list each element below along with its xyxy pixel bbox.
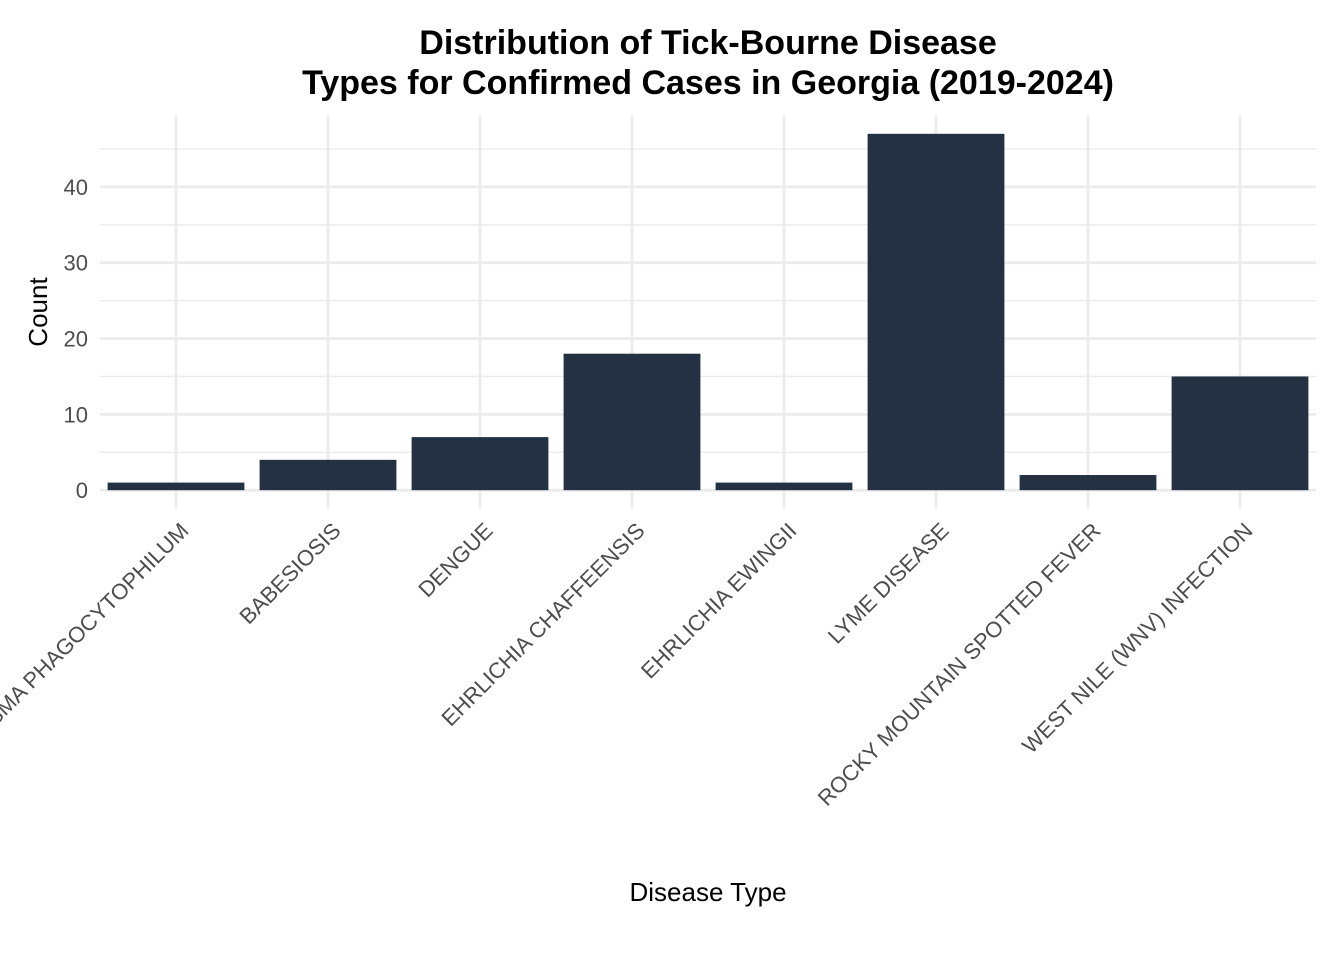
bar — [411, 437, 549, 491]
y-tick-label: 20 — [64, 327, 88, 352]
y-tick-label: 0 — [76, 478, 88, 503]
y-tick-label: 30 — [64, 251, 88, 276]
bar — [867, 133, 1005, 491]
y-tick-label: 40 — [64, 175, 88, 200]
y-tick-label: 10 — [64, 402, 88, 427]
gridlines — [100, 116, 1316, 508]
bar — [107, 482, 245, 491]
bar — [1019, 475, 1157, 491]
chart-title-line-1: Distribution of Tick-Bourne Disease — [419, 24, 996, 62]
bar — [715, 482, 853, 491]
y-axis-title: Count — [23, 277, 53, 347]
y-axis-ticks: 0 10 20 30 40 — [64, 175, 88, 503]
bars — [107, 133, 1309, 491]
bar — [259, 459, 397, 491]
x-axis-title: Disease Type — [629, 877, 786, 907]
chart-title-line-2: Types for Confirmed Cases in Georgia (20… — [302, 64, 1114, 102]
bar — [1171, 376, 1309, 491]
bar — [563, 353, 701, 491]
